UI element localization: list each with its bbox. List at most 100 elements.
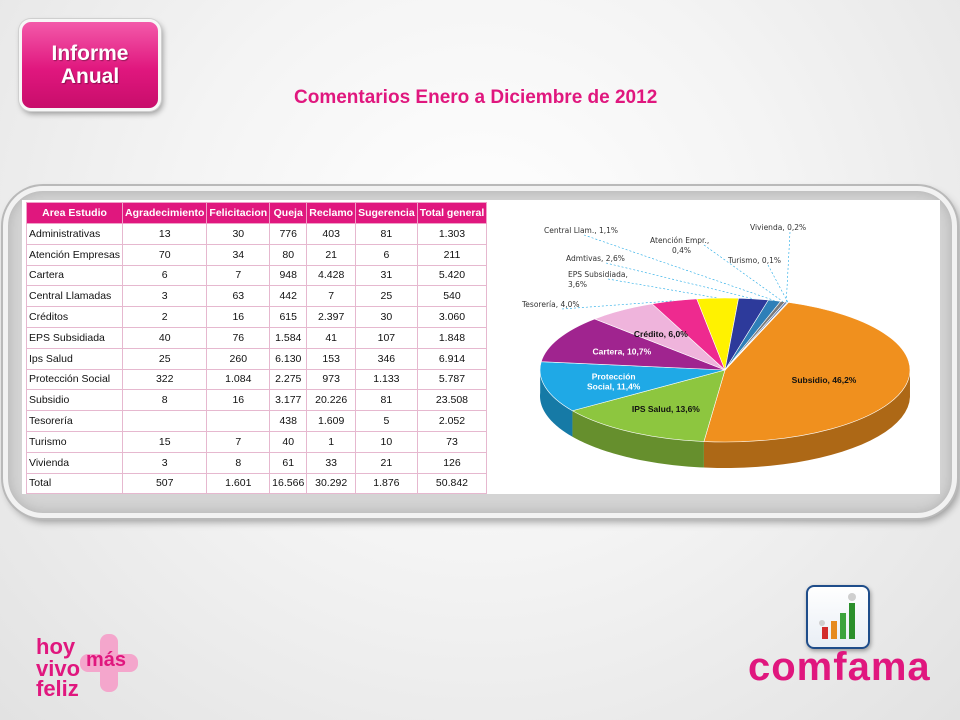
table-cell: 973 xyxy=(306,368,357,391)
pie-chart: Subsidio, 46,2% IPS Salud, 13,6% Protecció… xyxy=(521,223,911,468)
pie-label-4: Crédito, 6,0% xyxy=(634,329,688,339)
table-cell: 33 xyxy=(306,451,357,474)
table-row: Atención Empresas 70 34 80 21 6 211 xyxy=(25,243,488,266)
pie-leader-line xyxy=(583,234,775,301)
pie-leader-line xyxy=(605,262,754,300)
table-cell: 50.842 xyxy=(416,472,488,495)
table-row: EPS Subsidiada 40 76 1.584 41 107 1.848 xyxy=(25,326,488,349)
comfama-logo: comfama xyxy=(748,645,931,689)
pie-slice-1 xyxy=(571,369,726,442)
table-cell: 403 xyxy=(306,223,357,245)
pie-label-2: Protección Social, 11,4% xyxy=(587,372,641,392)
pie-slice-side xyxy=(703,371,910,468)
pie-label-7: Admtivas, 2,6% xyxy=(566,254,625,263)
column-header: Total general xyxy=(416,202,488,224)
table-cell: 41 xyxy=(306,326,357,349)
column-header: Sugerencia xyxy=(355,202,418,224)
table-cell: 31 xyxy=(355,264,418,287)
pie-label-1: IPS Salud, 13,6% xyxy=(632,404,700,414)
table-row: Vivienda 3 8 61 33 21 126 xyxy=(25,451,488,474)
column-header: Reclamo xyxy=(306,202,357,224)
table-cell: 260 xyxy=(206,347,271,370)
table-cell: 322 xyxy=(122,368,208,391)
column-header: Queja xyxy=(269,202,308,224)
table-cell: 2.397 xyxy=(306,306,357,328)
table-cell: 6.130 xyxy=(269,347,308,370)
table-cell: 16 xyxy=(206,389,271,412)
table-cell: 63 xyxy=(206,285,271,308)
table-cell: 1.609 xyxy=(306,410,357,432)
table-cell: 16 xyxy=(206,306,271,328)
row-label-cell: Tesorería xyxy=(25,410,124,432)
row-label-cell: Turismo xyxy=(25,430,124,453)
pie-leader-line xyxy=(785,231,791,303)
pie-label-8: Central Llam., 1,1% xyxy=(544,226,618,235)
table-row: Turismo 15 7 40 1 10 73 xyxy=(25,430,488,453)
table-cell: 40 xyxy=(122,326,208,349)
table-cell: 7 xyxy=(206,264,271,287)
table-cell: 61 xyxy=(269,451,308,474)
badge-line-1: Informe xyxy=(51,42,129,65)
table-cell: 153 xyxy=(306,347,357,370)
table-cell: 6 xyxy=(122,264,208,287)
table-row: Tesorería 438 1.609 5 2.052 xyxy=(25,410,488,432)
row-label-cell: Ips Salud xyxy=(25,347,124,370)
table-cell: 30 xyxy=(355,306,418,328)
table-cell: 346 xyxy=(355,347,418,370)
page-title: Comentarios Enero a Diciembre de 2012 xyxy=(294,87,658,108)
pie-slice-side xyxy=(540,366,573,437)
row-label-cell: Créditos xyxy=(25,306,124,328)
table-cell: 442 xyxy=(269,285,308,308)
logo-word-3: más xyxy=(86,649,126,671)
row-label-cell: Protección Social xyxy=(25,368,124,391)
table-header-row: Area Estudio Agradecimiento Felicitacion Qu… xyxy=(25,202,488,224)
table-cell: 76 xyxy=(206,326,271,349)
table-cell: 7 xyxy=(306,285,357,308)
pie-leader-line xyxy=(703,244,784,302)
table-cell: 21 xyxy=(355,451,418,474)
table-cell: 776 xyxy=(269,223,308,245)
table-cell xyxy=(122,410,208,432)
table-row: Cartera 6 7 948 4.428 31 5.420 xyxy=(25,264,488,287)
table-cell: 5.420 xyxy=(416,264,488,287)
table-cell: 30.292 xyxy=(306,472,357,495)
table-cell: 34 xyxy=(206,243,271,266)
badge-line-2: Anual xyxy=(60,65,120,88)
pie-leader-line xyxy=(561,300,675,310)
table-cell: 1.133 xyxy=(355,368,418,391)
table-row: Subsidio 8 16 3.177 20.226 81 23.508 xyxy=(25,389,488,412)
table-cell: 438 xyxy=(269,410,308,432)
pie-label-6: EPS Subsidiada, 3,6% xyxy=(568,270,628,289)
pie-slice-0 xyxy=(703,302,911,443)
table-cell: 5 xyxy=(355,410,418,432)
table-cell: 1 xyxy=(306,430,357,453)
pie-slice-3 xyxy=(540,318,726,371)
table-row: Ips Salud 25 260 6.130 153 346 6.914 xyxy=(25,347,488,370)
pie-leader-line xyxy=(767,264,789,303)
pie-slice-11 xyxy=(724,301,790,371)
hoy-vivo-mas-feliz-logo: hoy vivo más feliz xyxy=(36,634,138,700)
column-header: Agradecimiento xyxy=(122,202,208,224)
table-cell xyxy=(206,410,271,432)
pie-leader-line xyxy=(607,278,718,299)
pie-label-11: Turismo, 0,1% xyxy=(727,256,781,265)
table-cell: 3.177 xyxy=(269,389,308,412)
pie-label-3: Cartera, 10,7% xyxy=(593,346,652,356)
table-row: Central Llamadas 3 63 442 7 25 540 xyxy=(25,285,488,308)
pie-label-10: Vivienda, 0,2% xyxy=(750,223,806,232)
pie-slice-2 xyxy=(539,361,726,412)
table-cell: 70 xyxy=(122,243,208,266)
table-cell: 3 xyxy=(122,285,208,308)
row-label-cell: Administrativas xyxy=(25,223,124,245)
table-cell: 507 xyxy=(122,472,208,495)
row-label-cell: Total xyxy=(25,472,124,495)
table-cell: 1.084 xyxy=(206,368,271,391)
logo-word-4: feliz xyxy=(36,676,79,700)
table-cell: 1.601 xyxy=(206,472,271,495)
table-cell: 8 xyxy=(122,389,208,412)
table-cell: 5.787 xyxy=(416,368,488,391)
table-cell: 615 xyxy=(269,306,308,328)
row-label-cell: Central Llamadas xyxy=(25,285,124,308)
table-cell: 21 xyxy=(306,243,357,266)
row-label-cell: Vivienda xyxy=(25,451,124,474)
